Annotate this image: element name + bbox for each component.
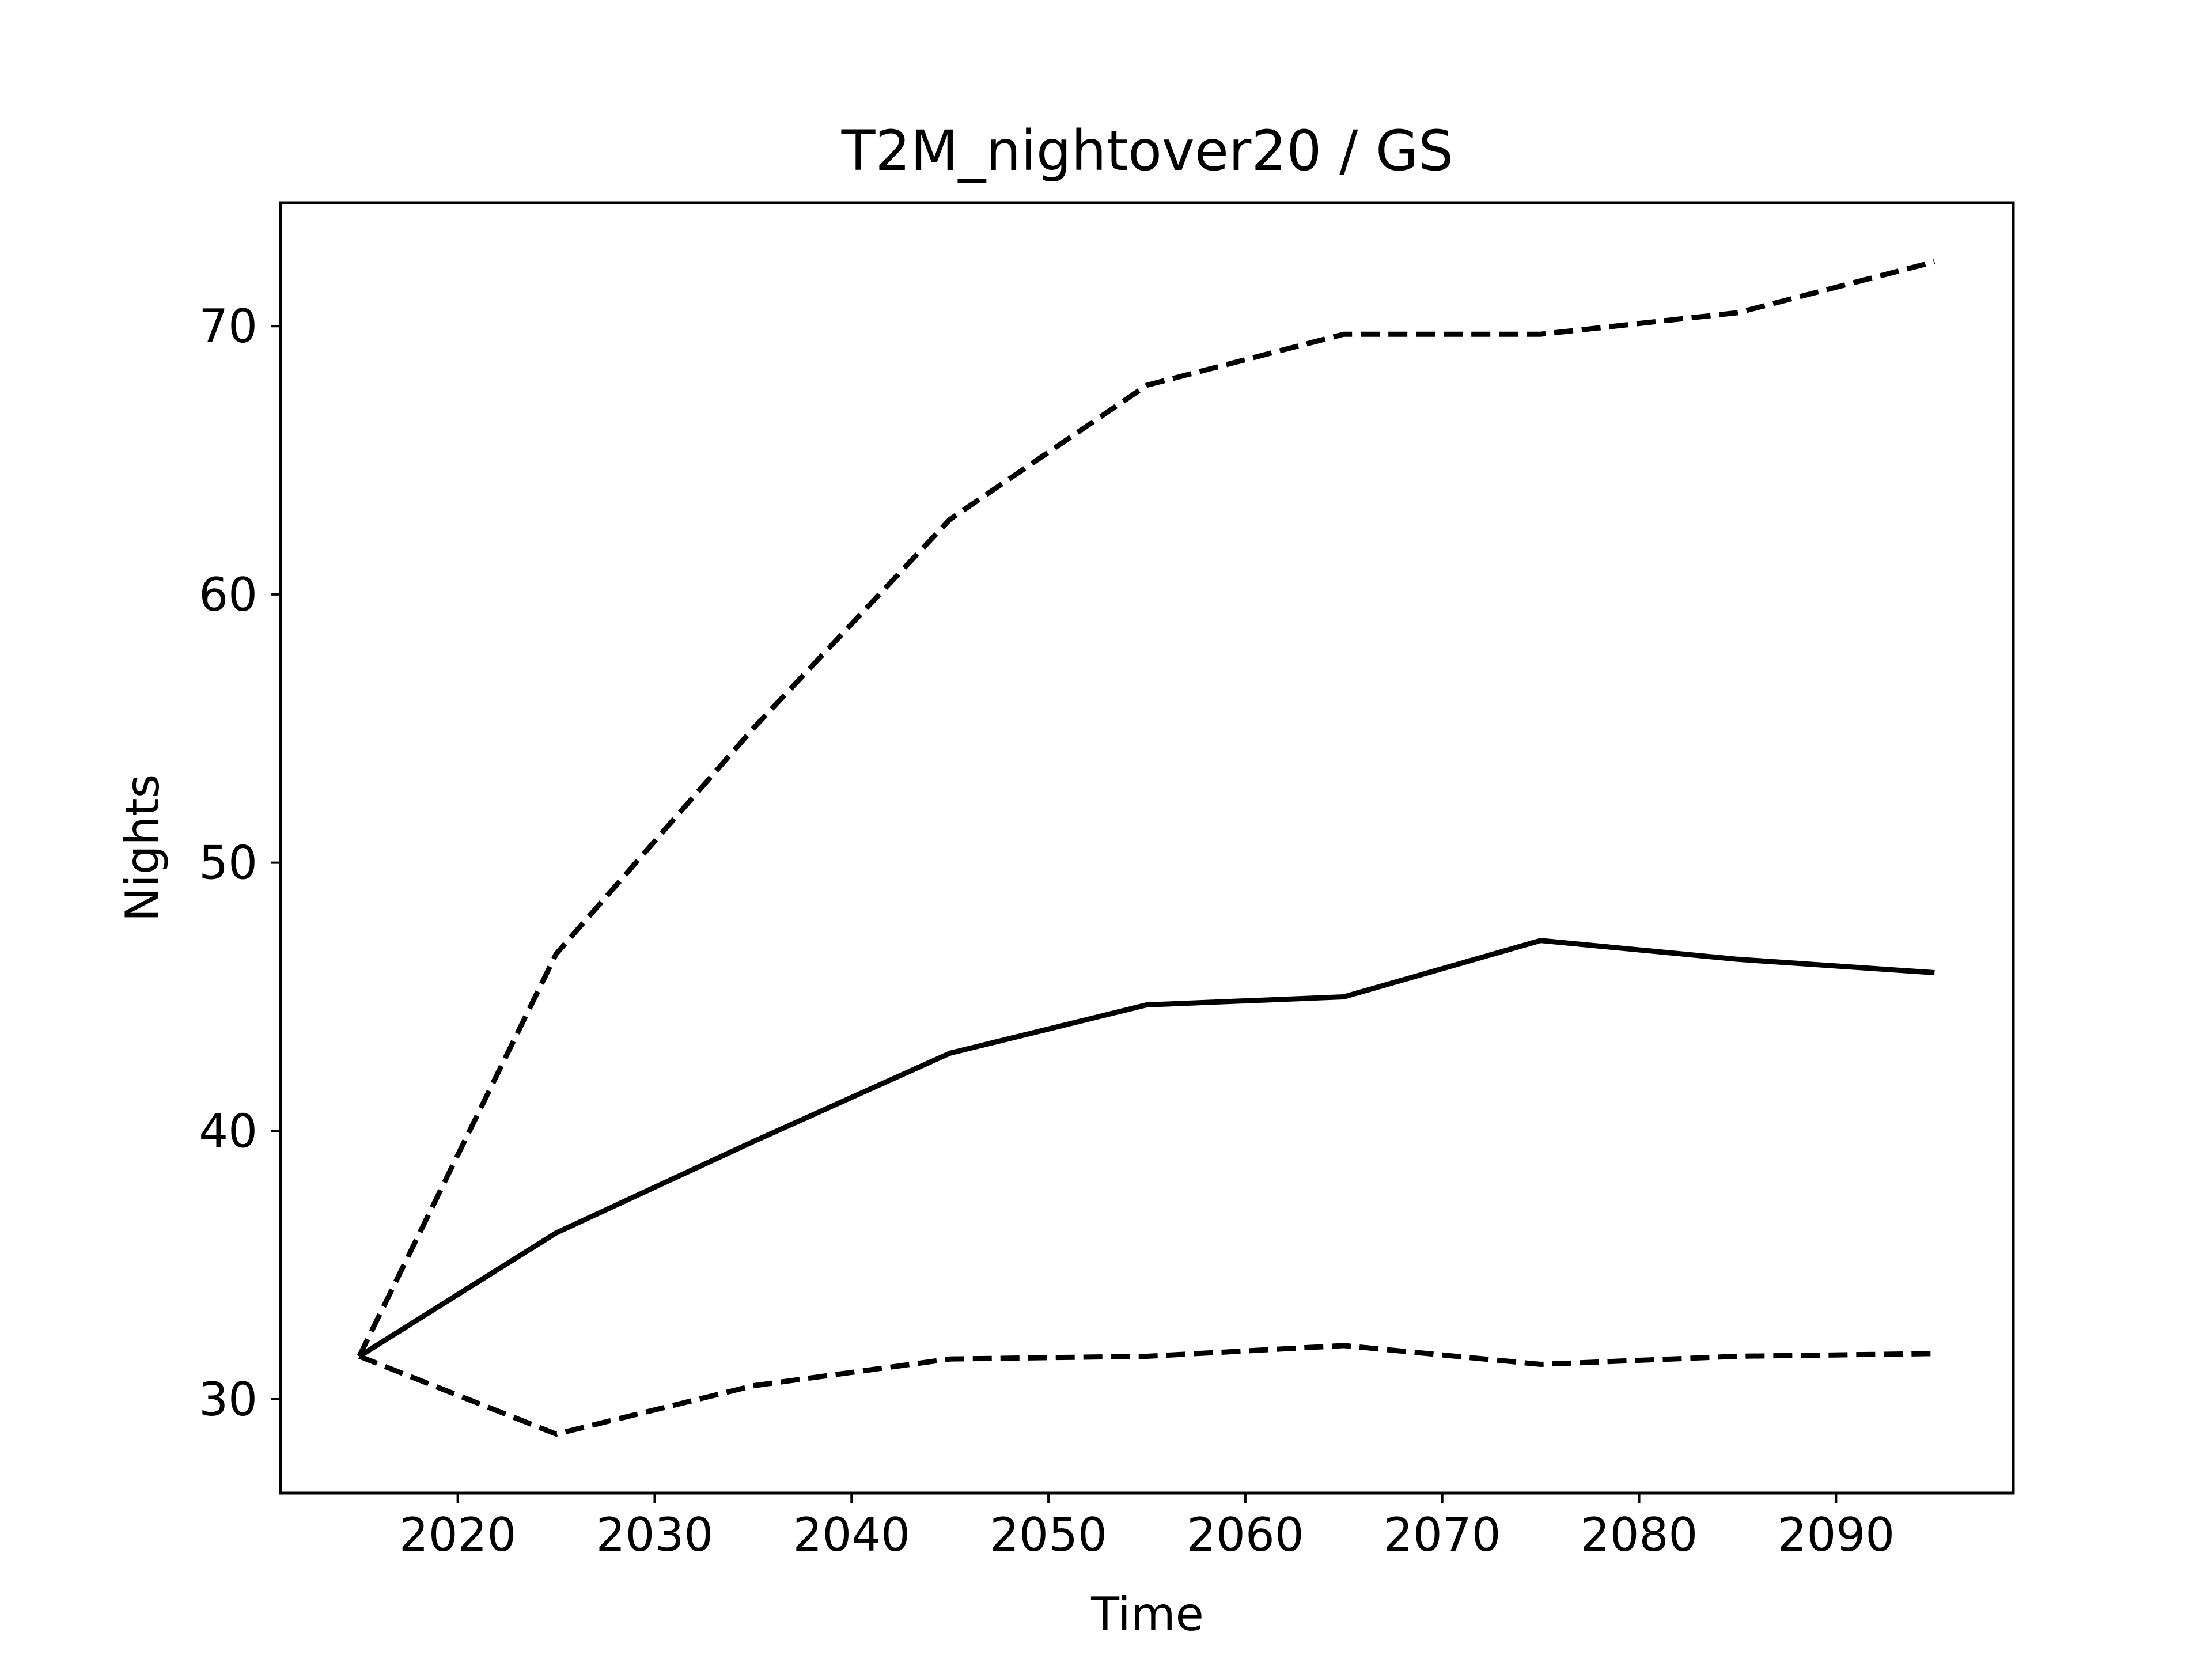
x-tick-label: 2070	[1384, 1508, 1501, 1562]
x-tick-label: 2030	[596, 1508, 714, 1562]
x-axis-label: Time	[1090, 1588, 1204, 1641]
y-axis-label: Nights	[116, 774, 169, 922]
x-tick-label: 2040	[793, 1508, 910, 1562]
series-layer	[357, 259, 1936, 1437]
plot-frame	[279, 201, 2015, 1495]
chart-title: T2M_nightover20 / GS	[841, 119, 1453, 183]
series-line-lower	[358, 1343, 1935, 1437]
x-tick-label: 2090	[1778, 1508, 1895, 1562]
y-tick-label: 60	[199, 568, 257, 622]
series-line-mean	[358, 938, 1935, 1359]
x-tick-label: 2080	[1581, 1508, 1698, 1562]
x-tick-label: 2020	[399, 1508, 517, 1562]
series-line-upper	[357, 259, 1936, 1358]
x-tick-label: 2060	[1187, 1508, 1304, 1562]
y-tick-label: 30	[199, 1373, 257, 1426]
y-axis: 30 40 50 60 70	[199, 300, 281, 1426]
y-tick-label: 70	[199, 300, 257, 353]
x-axis: 2020 2030 2040 2050 2060 2070 2080 2090	[399, 1493, 1895, 1562]
y-tick-label: 50	[199, 836, 257, 890]
x-tick-label: 2050	[990, 1508, 1107, 1562]
y-tick-label: 40	[199, 1104, 257, 1158]
